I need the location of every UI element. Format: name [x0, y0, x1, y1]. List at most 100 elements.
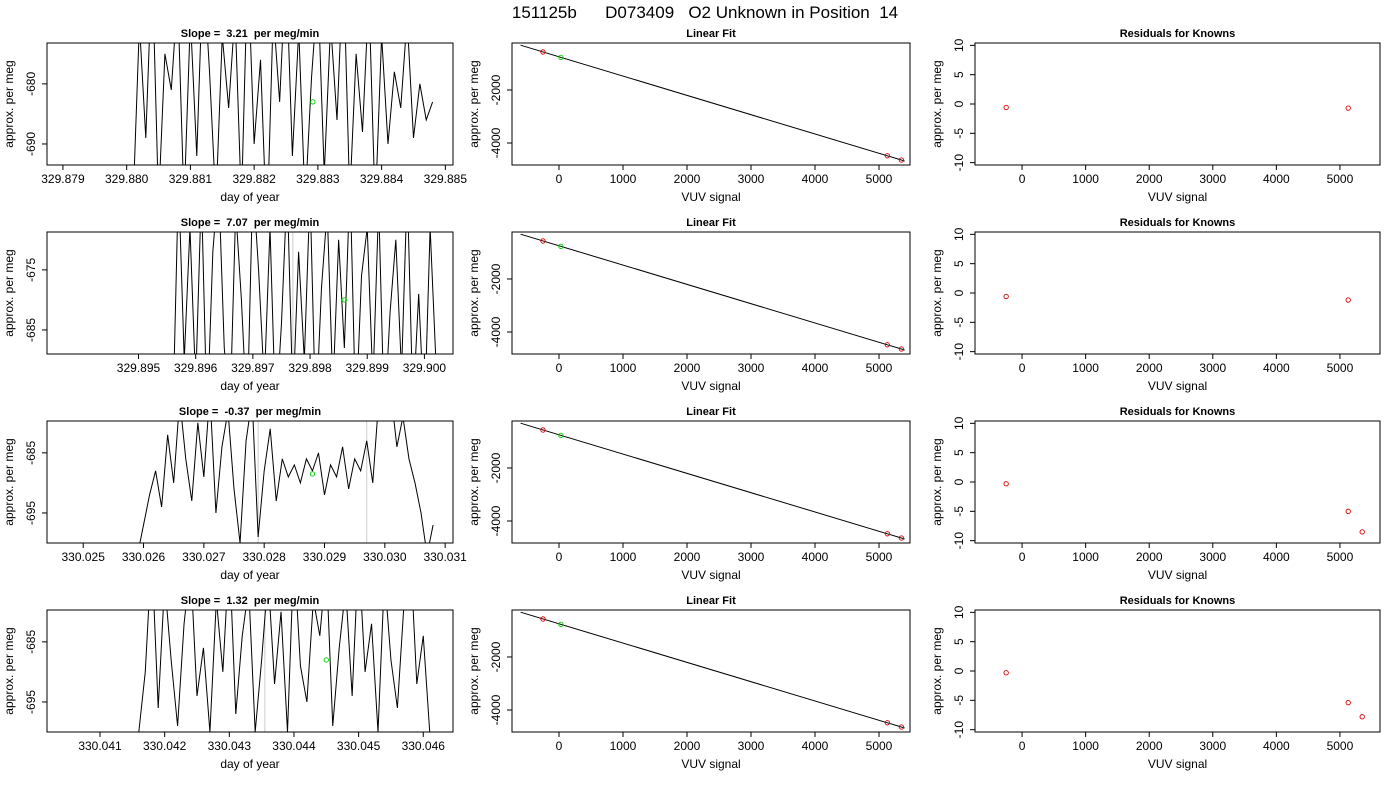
x-tick-label: 329.898: [288, 361, 332, 375]
data-point: [884, 531, 890, 537]
x-tick-label: 0: [1019, 172, 1026, 186]
x-tick-label: 2000: [1136, 739, 1163, 753]
plot-frame: [974, 609, 1381, 733]
data-point: [898, 724, 905, 730]
x-axis-label: day of year: [220, 190, 279, 204]
y-tick-label: 10: [952, 605, 966, 619]
y-tick-label: -5: [952, 695, 966, 706]
y-tick-label: -680: [24, 72, 38, 96]
y-axis-label: approx. per meg: [2, 60, 16, 147]
x-tick-label: 4000: [1263, 361, 1290, 375]
x-tick-label: 1000: [1072, 739, 1099, 753]
data-point: [558, 243, 564, 250]
x-tick-label: 4000: [1263, 172, 1290, 186]
y-tick-label: 5: [952, 71, 966, 78]
x-axis-label: day of year: [220, 568, 279, 582]
y-tick-label: -4000: [489, 316, 503, 347]
y-tick-label: -685: [24, 630, 38, 654]
x-tick-label: 5000: [866, 739, 893, 753]
x-tick-label: 0: [556, 172, 563, 186]
y-tick-label: 0: [952, 478, 966, 485]
x-tick-label: 330.044: [272, 739, 316, 753]
data-point: [341, 297, 348, 303]
y-axis-label: approx. per meg: [467, 249, 481, 336]
x-axis-label: VUV signal: [681, 190, 740, 204]
x-tick-label: 1000: [610, 739, 637, 753]
y-axis-label: approx. per meg: [467, 627, 481, 714]
x-axis-label: VUV signal: [681, 568, 740, 582]
x-tick-label: 5000: [1327, 361, 1354, 375]
x-tick-label: 2000: [1136, 361, 1163, 375]
data-point: [1345, 297, 1351, 303]
y-tick-label: -2000: [489, 452, 503, 483]
x-tick-label: 5000: [866, 361, 893, 375]
x-tick-label: 5000: [1327, 550, 1354, 564]
x-tick-label: 2000: [674, 550, 701, 564]
x-axis-label: VUV signal: [1148, 379, 1207, 393]
data-point: [540, 49, 546, 55]
data-point: [309, 471, 316, 477]
panel-title: Residuals for Knowns: [1120, 406, 1236, 418]
data-point: [540, 427, 546, 433]
data-point: [884, 153, 890, 159]
x-tick-label: 4000: [802, 361, 829, 375]
x-tick-label: 330.046: [402, 739, 446, 753]
panel: Residuals for Knowns VUV signal approx. pe…: [930, 28, 1381, 204]
x-tick-label: 0: [556, 550, 563, 564]
y-tick-label: -675: [24, 258, 38, 282]
panel-title: Linear Fit: [686, 406, 736, 418]
x-tick-label: 329.880: [105, 172, 149, 186]
plot-area: [520, 422, 905, 541]
data-point: [540, 238, 546, 244]
data-line: [520, 611, 905, 729]
y-tick-label: -10: [952, 343, 966, 361]
x-tick-label: 330.026: [122, 550, 166, 564]
plot-frame: [974, 420, 1381, 544]
x-tick-label: 2000: [674, 172, 701, 186]
panel: Linear Fit VUV signal approx. per meg 0 1000…: [467, 595, 911, 771]
x-tick-label: 330.041: [78, 739, 122, 753]
y-tick-label: 10: [952, 227, 966, 241]
x-tick-label: 329.897: [231, 361, 275, 375]
x-tick-label: 3000: [738, 361, 765, 375]
x-tick-label: 2000: [1136, 550, 1163, 564]
plot-frame: [974, 42, 1381, 166]
x-tick-label: 329.881: [169, 172, 213, 186]
x-tick-label: 0: [1019, 550, 1026, 564]
data-point: [1359, 529, 1365, 535]
x-tick-label: 330.028: [242, 550, 286, 564]
x-tick-label: 2000: [674, 361, 701, 375]
panel-title: Slope = 7.07 per meg/min: [181, 217, 320, 229]
data-point: [540, 616, 546, 622]
x-tick-label: 4000: [1263, 550, 1290, 564]
x-tick-label: 330.030: [363, 550, 407, 564]
data-point: [558, 621, 564, 628]
plot-area: [1003, 670, 1365, 720]
x-tick-label: 330.043: [208, 739, 252, 753]
x-tick-label: 5000: [1327, 172, 1354, 186]
plot-area: [1003, 104, 1351, 111]
page-title: 151125b D073409 O2 Unknown in Position 1…: [512, 3, 898, 22]
y-axis-label: approx. per meg: [467, 60, 481, 147]
x-tick-label: 3000: [1199, 172, 1226, 186]
x-tick-label: 329.885: [424, 172, 468, 186]
x-tick-label: 3000: [1199, 739, 1226, 753]
panel-title: Residuals for Knowns: [1120, 595, 1236, 607]
plot-frame: [511, 42, 911, 166]
y-tick-label: 5: [952, 260, 966, 267]
y-tick-label: -5: [952, 317, 966, 328]
plot-area: [133, 43, 434, 165]
x-tick-label: 3000: [738, 550, 765, 564]
x-tick-label: 1000: [1072, 172, 1099, 186]
x-tick-label: 329.882: [232, 172, 276, 186]
data-point: [1345, 105, 1351, 111]
y-axis-label: approx. per meg: [930, 249, 944, 336]
x-tick-label: 0: [1019, 361, 1026, 375]
plot-area: [139, 421, 434, 543]
y-tick-label: 10: [952, 38, 966, 52]
data-point: [1003, 293, 1009, 300]
x-axis-label: day of year: [220, 757, 279, 771]
y-tick-label: -2000: [489, 641, 503, 672]
plot-frame: [46, 42, 454, 166]
